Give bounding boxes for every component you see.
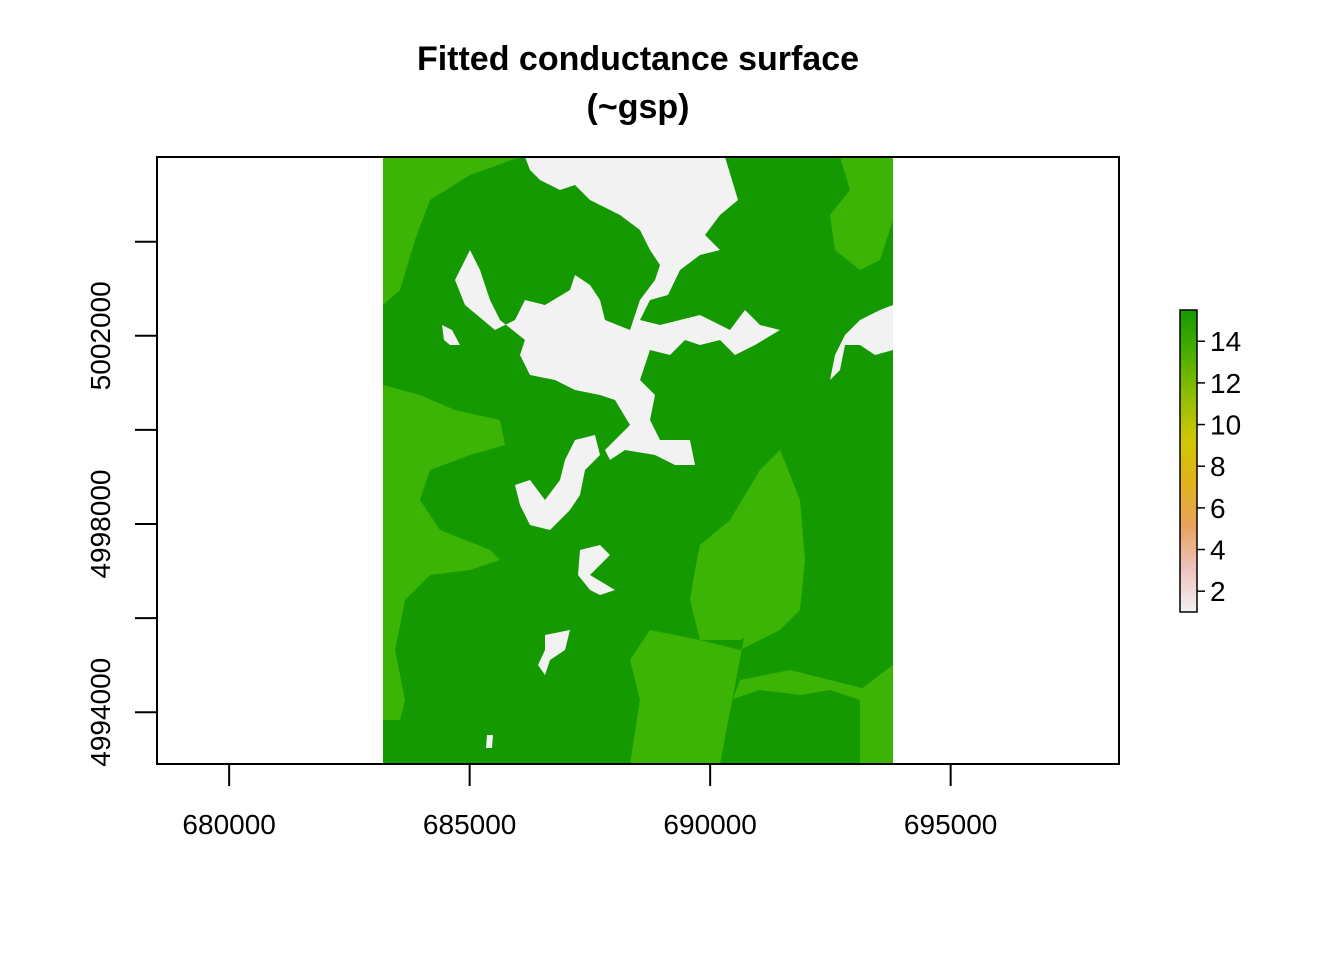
y-tick-label: 4998000 — [85, 470, 116, 579]
colorbar — [1179, 309, 1198, 613]
colorbar-tick-label: 4 — [1210, 535, 1226, 566]
y-tick-label: 4994000 — [85, 658, 116, 767]
raster-region-medium — [860, 665, 893, 740]
raster-region-medium — [383, 157, 520, 305]
raster-region-low — [830, 305, 893, 380]
x-tick-label: 690000 — [663, 809, 756, 840]
y-tick-label: 5002000 — [85, 281, 116, 390]
raster-region-low — [578, 545, 615, 595]
x-tick-label: 685000 — [423, 809, 516, 840]
colorbar-tick-label: 2 — [1210, 576, 1226, 607]
x-tick-label: 680000 — [182, 809, 275, 840]
colorbar-tick-label: 14 — [1210, 326, 1241, 357]
chart-title: Fitted conductance surface — [417, 40, 859, 78]
raster-region-low — [442, 325, 460, 345]
colorbar-tick-label: 12 — [1210, 368, 1241, 399]
color-legend: 2 4 6 8 10 12 14 — [1179, 309, 1241, 613]
colorbar-ticks: 2 4 6 8 10 12 14 — [1197, 326, 1241, 607]
raster-region-low — [455, 157, 780, 465]
raster-region-medium — [383, 385, 505, 720]
y-axis: 4994000 4998000 5002000 — [85, 240, 158, 767]
chart-subtitle: (~gsp) — [587, 88, 690, 126]
raster-region-medium — [690, 450, 800, 640]
raster-region-medium — [830, 157, 893, 270]
raster-region-low — [486, 735, 493, 748]
x-tick-label: 695000 — [904, 809, 997, 840]
colorbar-tick-label: 6 — [1210, 493, 1226, 524]
colorbar-tick-label: 10 — [1210, 410, 1241, 441]
raster-layer — [383, 157, 893, 764]
raster-region-low — [515, 435, 600, 530]
colorbar-tick-label: 8 — [1210, 451, 1226, 482]
raster-region-low — [538, 630, 570, 675]
x-axis: 680000 685000 690000 695000 — [182, 763, 997, 840]
